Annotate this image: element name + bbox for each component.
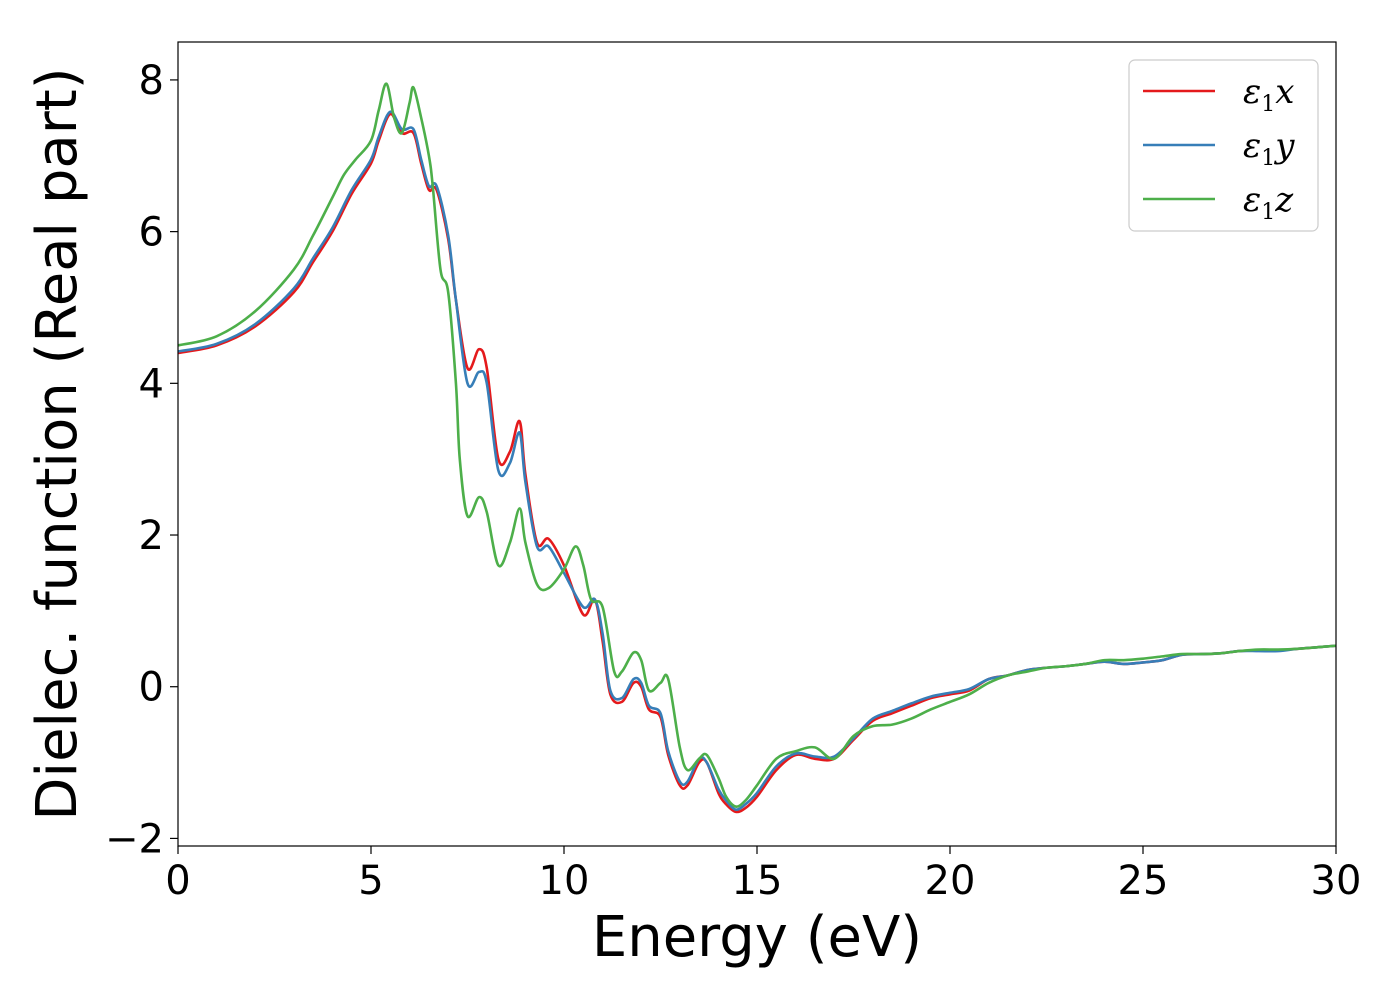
y-axis-label: Dielec. function (Real part) bbox=[25, 67, 90, 820]
legend-label-y: ε1y bbox=[1243, 126, 1295, 171]
legend-label-x: ε1x bbox=[1243, 72, 1294, 117]
series-layer bbox=[177, 82, 1337, 814]
x-tick-label: 30 bbox=[1311, 858, 1362, 904]
y-tick-label: 6 bbox=[139, 210, 164, 256]
x-tick-label: 20 bbox=[925, 858, 976, 904]
x-tick-label: 15 bbox=[732, 858, 783, 904]
legend-frame bbox=[1128, 59, 1319, 232]
y-tick-label: 4 bbox=[139, 361, 164, 407]
y-tick-label: 0 bbox=[139, 665, 164, 711]
y-tick-label: −2 bbox=[105, 816, 164, 862]
x-axis-label: Energy (eV) bbox=[592, 905, 922, 970]
series-line-z bbox=[177, 82, 1337, 808]
x-tick-label: 5 bbox=[358, 858, 383, 904]
x-tick-label: 0 bbox=[165, 858, 190, 904]
legend: ε1x ε1y ε1z bbox=[1128, 59, 1319, 232]
y-tick-label: 2 bbox=[139, 513, 164, 559]
legend-label-z: ε1z bbox=[1243, 180, 1294, 225]
y-tick-label: 8 bbox=[139, 58, 164, 104]
x-tick-label: 10 bbox=[539, 858, 590, 904]
x-tick-label: 25 bbox=[1118, 858, 1169, 904]
